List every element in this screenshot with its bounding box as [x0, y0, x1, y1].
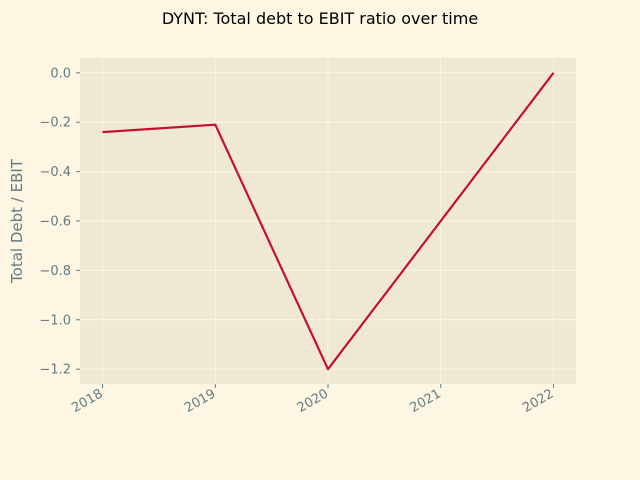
x-tick-label: 2021: [408, 386, 444, 416]
y-axis: 0.0 −0.2 −0.4 −0.6 −0.8 −1.0 −1.2: [39, 66, 80, 378]
x-axis: 2018 2019 2020 2021 2022: [69, 384, 556, 416]
y-tick-label: −0.2: [39, 116, 71, 131]
y-tick-label: −0.4: [39, 165, 71, 180]
series-line: [102, 72, 555, 371]
y-tick-label: −0.6: [39, 215, 71, 230]
y-tick-label: −1.2: [39, 363, 71, 378]
x-tick-label: 2022: [520, 386, 556, 416]
chart-title: DYNT: Total debt to EBIT ratio over time: [162, 9, 478, 28]
y-axis-label: Total Debt / EBIT: [8, 158, 26, 284]
series-layer: [102, 72, 555, 371]
y-tick-label: −1.0: [39, 313, 71, 328]
x-tick-label: 2020: [295, 386, 331, 416]
x-tick-label: 2018: [69, 386, 105, 416]
y-tick-label: 0.0: [50, 66, 71, 81]
y-tick-label: −0.8: [39, 264, 71, 279]
x-tick-label: 2019: [182, 386, 218, 416]
